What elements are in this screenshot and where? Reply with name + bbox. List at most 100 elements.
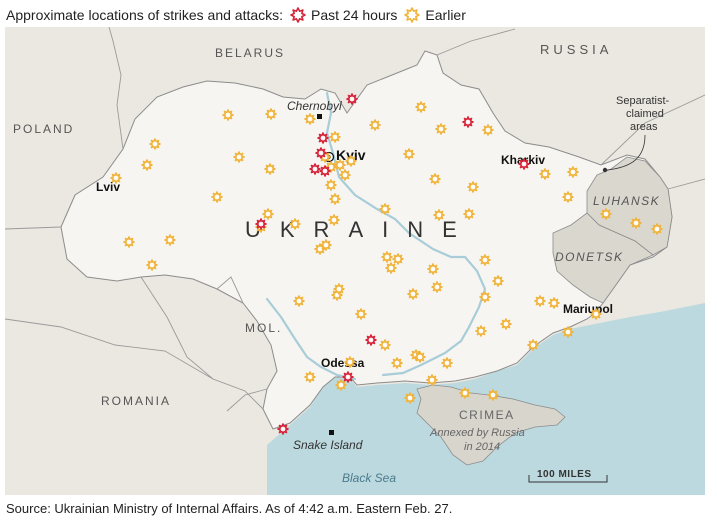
earlier-strike-marker bbox=[539, 168, 551, 180]
earlier-strike-marker bbox=[328, 214, 340, 226]
earlier-strike-marker bbox=[492, 275, 504, 287]
earlier-strike-marker bbox=[110, 172, 122, 184]
earlier-strike-marker bbox=[265, 108, 277, 120]
source-note: Source: Ukrainian Ministry of Internal A… bbox=[6, 501, 453, 516]
recent-strike-marker bbox=[309, 163, 321, 175]
earlier-strike-marker bbox=[600, 208, 612, 220]
earlier-strike-marker bbox=[500, 318, 512, 330]
earlier-strike-marker bbox=[334, 159, 346, 171]
earlier-strike-marker bbox=[379, 339, 391, 351]
legend-item-past-24-hours: Past 24 hours bbox=[289, 6, 397, 24]
earlier-strike-marker bbox=[385, 262, 397, 274]
label-separatist-3: areas bbox=[630, 121, 658, 133]
earlier-strike-marker bbox=[222, 109, 234, 121]
label-russia: RUSSIA bbox=[540, 42, 612, 57]
label-ukraine: UKRAINE bbox=[245, 217, 476, 242]
label-crimea: CRIMEA bbox=[459, 408, 515, 422]
earlier-strike-marker bbox=[123, 236, 135, 248]
earlier-strike-marker bbox=[329, 193, 341, 205]
recent-strike-marker bbox=[317, 132, 329, 144]
earlier-strike-marker bbox=[590, 308, 602, 320]
earlier-strike-marker bbox=[479, 254, 491, 266]
chernobyl-marker bbox=[317, 114, 322, 119]
legend-earlier-label: Earlier bbox=[425, 7, 466, 23]
label-crimea-note-2: in 2014 bbox=[464, 441, 500, 453]
recent-strike-icon bbox=[290, 7, 306, 23]
country-borders bbox=[5, 27, 705, 412]
sea-of-azov bbox=[505, 331, 611, 401]
label-snake-island: Snake Island bbox=[293, 438, 363, 452]
recent-strike-marker bbox=[342, 371, 354, 383]
map-legend: Approximate locations of strikes and att… bbox=[6, 5, 466, 25]
earlier-strike-marker bbox=[379, 203, 391, 215]
earlier-strike-marker bbox=[335, 379, 347, 391]
recent-strike-marker bbox=[319, 165, 331, 177]
recent-strike-marker bbox=[462, 116, 474, 128]
rivers bbox=[265, 91, 487, 381]
recent-strike-marker bbox=[315, 147, 327, 159]
earlier-strike-marker bbox=[459, 387, 471, 399]
label-belarus: BELARUS bbox=[215, 46, 285, 60]
earlier-strike-marker bbox=[344, 356, 356, 368]
earlier-strike-marker bbox=[414, 351, 426, 363]
earlier-strike-marker bbox=[427, 263, 439, 275]
earlier-strike-marker bbox=[426, 374, 438, 386]
snake-island-marker bbox=[329, 430, 334, 435]
earlier-strike-marker bbox=[431, 281, 443, 293]
earlier-strike-marker bbox=[381, 251, 393, 263]
earlier-strike-marker bbox=[289, 218, 301, 230]
label-romania: ROMANIA bbox=[101, 394, 171, 408]
earlier-strike-marker bbox=[146, 259, 158, 271]
earlier-strike-marker bbox=[304, 113, 316, 125]
earlier-strike-marker bbox=[333, 283, 345, 295]
recent-strike-marker bbox=[346, 93, 358, 105]
earlier-strike-marker bbox=[415, 101, 427, 113]
earlier-strike-marker bbox=[527, 339, 539, 351]
earlier-strike-marker bbox=[487, 389, 499, 401]
separatist-area-donetsk bbox=[552, 212, 654, 304]
label-donetsk: DONETSK bbox=[555, 250, 624, 264]
recent-strike-marker bbox=[255, 218, 267, 230]
earlier-strike-marker bbox=[435, 123, 447, 135]
earlier-strike-marker bbox=[391, 357, 403, 369]
earlier-strike-marker bbox=[407, 288, 419, 300]
earlier-strike-marker bbox=[369, 119, 381, 131]
earlier-strike-marker bbox=[262, 208, 274, 220]
legend-title: Approximate locations of strikes and att… bbox=[6, 7, 284, 23]
label-black-sea: Black Sea bbox=[342, 471, 396, 485]
earlier-strike-marker bbox=[482, 124, 494, 136]
legend-recent-label: Past 24 hours bbox=[311, 7, 398, 23]
ukraine-strikes-map: BELARUS RUSSIA POLAND ROMANIA MOL. UKRAI… bbox=[5, 27, 705, 495]
earlier-strike-marker bbox=[630, 217, 642, 229]
label-lviv: Lviv bbox=[96, 180, 120, 194]
earlier-strike-marker bbox=[441, 357, 453, 369]
earlier-strike-icon bbox=[404, 7, 421, 23]
earlier-strike-marker bbox=[339, 169, 351, 181]
earlier-strike-marker bbox=[534, 295, 546, 307]
earlier-strike-marker bbox=[467, 181, 479, 193]
scale-bar bbox=[528, 475, 608, 483]
earlier-strike-marker bbox=[233, 151, 245, 163]
label-kyiv: Kyiv bbox=[336, 147, 366, 163]
label-crimea-note-1: Annexed by Russia bbox=[429, 427, 525, 439]
separatist-leader-line bbox=[606, 134, 646, 171]
earlier-strike-marker bbox=[320, 239, 332, 251]
label-scale: 100 MILES bbox=[537, 469, 592, 480]
earlier-strike-marker bbox=[211, 191, 223, 203]
map-canvas: BELARUS RUSSIA POLAND ROMANIA MOL. UKRAI… bbox=[5, 27, 705, 495]
earlier-strike-marker bbox=[433, 209, 445, 221]
earlier-strike-marker bbox=[404, 392, 416, 404]
earlier-strike-marker bbox=[293, 295, 305, 307]
earlier-strike-marker bbox=[548, 297, 560, 309]
label-separatist-1: Separatist- bbox=[616, 95, 670, 107]
strike-markers bbox=[110, 93, 663, 435]
legend-item-earlier: Earlier bbox=[403, 6, 466, 24]
recent-strike-marker bbox=[365, 334, 377, 346]
earlier-strike-marker bbox=[463, 208, 475, 220]
earlier-strike-marker bbox=[403, 148, 415, 160]
label-chernobyl: Chernobyl bbox=[287, 99, 342, 113]
label-luhansk: LUHANSK bbox=[593, 194, 660, 208]
earlier-strike-marker bbox=[345, 155, 357, 167]
earlier-strike-marker bbox=[479, 291, 491, 303]
recent-strike-marker bbox=[518, 158, 530, 170]
